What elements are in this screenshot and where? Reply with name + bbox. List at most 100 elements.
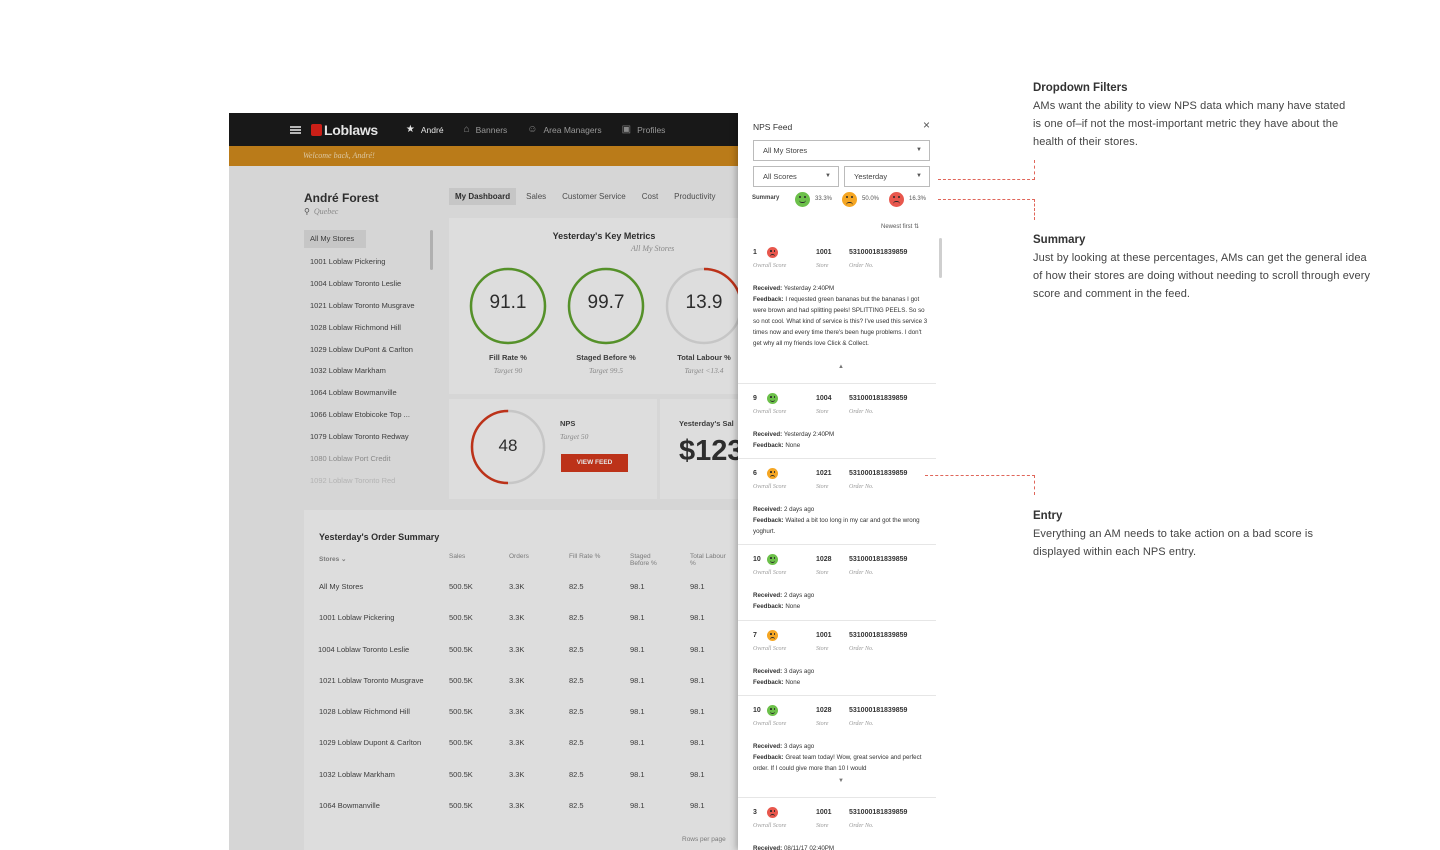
- tab-customer-service[interactable]: Customer Service: [562, 192, 626, 201]
- order-caption: Order No.: [849, 409, 874, 415]
- nps-feed-panel: NPS Feed × All My Stores ▼ All Scores ▼ Ye…: [738, 113, 944, 850]
- tab-productivity[interactable]: Productivity: [674, 192, 716, 201]
- tab-my-dashboard[interactable]: My Dashboard: [449, 188, 517, 205]
- table-cell: 1001 Loblaw Pickering: [319, 613, 395, 623]
- store-caption: Store: [816, 721, 829, 727]
- nps-entry[interactable]: 3 1001 531000181839859 Overall Score Store Or…: [738, 798, 936, 850]
- table-row[interactable]: 1028 Loblaw Richmond Hill 500.5K 3.3K 82.5 9…: [304, 697, 744, 728]
- nps-entry[interactable]: 10 1028 531000181839859 Overall Score Store O…: [738, 545, 936, 621]
- nps-value: 48: [498, 436, 518, 455]
- table-cell: 3.3K: [509, 582, 525, 591]
- sort-control[interactable]: Newest first ⇅: [881, 223, 919, 230]
- collapse-chevron-icon[interactable]: ▲: [838, 364, 844, 370]
- column-header-staged-before[interactable]: Staged Before %: [630, 553, 657, 567]
- table-cell: 1032 Loblaw Markham: [319, 769, 395, 779]
- dropdown-value: All My Stores: [763, 146, 808, 155]
- entry-feedback: Feedback: None: [753, 440, 931, 451]
- store-item[interactable]: 1004 Loblaw Toronto Leslie: [310, 278, 402, 288]
- table-cell: 82.5: [569, 801, 584, 811]
- nav-item-banners[interactable]: ⌂ Banners: [464, 124, 508, 135]
- column-header-total-labour[interactable]: Total Labour %: [690, 553, 726, 567]
- received-value: 2 days ago: [783, 592, 815, 599]
- nav-item-area-managers[interactable]: ☺ Area Managers: [527, 124, 601, 135]
- annotation-title: Dropdown Filters: [1033, 82, 1128, 94]
- view-feed-button[interactable]: VIEW FEED: [561, 454, 628, 472]
- user-location-text: Quebec: [313, 207, 339, 216]
- column-header-orders[interactable]: Orders: [509, 553, 529, 560]
- nav-item-profiles[interactable]: ▣ Profiles: [622, 124, 666, 135]
- nps-entry[interactable]: 9 1004 531000181839859 Overall Score Store Or…: [738, 384, 936, 459]
- table-cell: 98.1: [690, 738, 705, 748]
- brand-logo[interactable]: Loblaws: [311, 122, 378, 138]
- received-value: Yesterday 2:40PM: [783, 285, 835, 292]
- store-caption: Store: [816, 263, 829, 269]
- people-icon: ☺: [527, 124, 538, 135]
- store-item[interactable]: 1066 Loblaw Etobicoke Top ...: [310, 410, 410, 420]
- entry-feedback: Feedback: None: [753, 677, 931, 688]
- nps-entry[interactable]: 7 1001 531000181839859 Overall Score Store Or…: [738, 621, 936, 696]
- feedback-label: Feedback:: [753, 679, 784, 686]
- scores-filter-dropdown[interactable]: All Scores ▼: [753, 166, 839, 187]
- table-header: Stores ⌄ Sales Orders Fill Rate % Staged…: [304, 550, 744, 572]
- happy-face-icon: [767, 705, 778, 716]
- column-header-stores[interactable]: Stores ⌄: [319, 556, 347, 563]
- column-header-fill-rate[interactable]: Fill Rate %: [569, 553, 601, 560]
- tab-sales[interactable]: Sales: [526, 192, 547, 201]
- table-row[interactable]: 1001 Loblaw Pickering 500.5K 3.3K 82.5 98.1 9…: [304, 603, 744, 634]
- close-icon[interactable]: ×: [923, 118, 931, 132]
- gauge-ring: [567, 267, 645, 345]
- sad-face-icon: [889, 192, 904, 207]
- entry-body: Received: Yesterday 2:40PM Feedback: None: [753, 429, 931, 451]
- table-cell: 98.1: [690, 675, 705, 685]
- store-item[interactable]: 1079 Loblaw Toronto Redway: [310, 432, 409, 442]
- table-row[interactable]: 1029 Loblaw Dupont & Carlton 500.5K 3.3K 82…: [304, 728, 744, 759]
- entry-order-number: 531000181839859: [849, 632, 908, 639]
- tab-cost[interactable]: Cost: [641, 192, 659, 201]
- hamburger-menu-icon[interactable]: [290, 125, 301, 134]
- received-label: Received:: [753, 506, 783, 513]
- table-cell: 82.5: [569, 675, 584, 685]
- nav-label: Banners: [475, 124, 508, 135]
- store-item[interactable]: 1092 Loblaw Toronto Red: [310, 475, 396, 485]
- table-row[interactable]: 1064 Bowmanville 500.5K 3.3K 82.5 98.1 98.1: [304, 791, 744, 822]
- store-item[interactable]: 1064 Loblaw Bowmanville: [310, 388, 397, 398]
- nav-item-andre[interactable]: ★ André: [406, 124, 444, 135]
- overall-score-caption: Overall Score: [753, 409, 787, 415]
- table-cell: 82.5: [569, 738, 584, 748]
- entry-store: 1028: [816, 556, 832, 563]
- entry-body: Received: 2 days ago Feedback: None: [753, 590, 931, 612]
- store-item[interactable]: 1021 Loblaw Toronto Musgrave: [310, 300, 415, 310]
- store-item[interactable]: 1001 Loblaw Pickering: [310, 257, 386, 266]
- metrics-title: Yesterday's Key Metrics: [552, 231, 656, 241]
- table-cell: 500.5K: [449, 769, 473, 779]
- store-list-scrollbar[interactable]: [430, 230, 433, 270]
- table-row[interactable]: 1004 Loblaw Toronto Leslie 500.5K 3.3K 82.5…: [304, 635, 744, 666]
- brand-name: Loblaws: [324, 121, 378, 138]
- store-caption: Store: [816, 646, 829, 652]
- nps-entry[interactable]: 1 1001 531000181839859 Overall Score Store Or…: [738, 238, 936, 384]
- column-header-sales[interactable]: Sales: [449, 553, 466, 560]
- table-cell: 98.1: [630, 582, 645, 591]
- received-label: Received:: [753, 668, 783, 675]
- entry-received: Received: 3 days ago: [753, 666, 931, 677]
- table-row[interactable]: All My Stores 500.5K 3.3K 82.5 98.1 98.1: [304, 572, 744, 603]
- store-item[interactable]: 1080 Loblaw Port Credit: [310, 454, 391, 464]
- nps-entry[interactable]: 10 1028 531000181839859 Overall Score Store O…: [738, 696, 936, 798]
- happy-face-icon: [767, 393, 778, 404]
- table-cell: 98.1: [690, 801, 705, 811]
- caret-down-icon: ▼: [825, 173, 831, 179]
- expand-chevron-icon[interactable]: ▼: [838, 778, 844, 784]
- nps-entry[interactable]: 6 1021 531000181839859 Overall Score Store Or…: [738, 459, 936, 545]
- date-filter-dropdown[interactable]: Yesterday ▼: [844, 166, 930, 187]
- table-row[interactable]: 1032 Loblaw Markham 500.5K 3.3K 82.5 98.1 98.…: [304, 760, 744, 791]
- feed-scrollbar[interactable]: [939, 238, 942, 278]
- gauge-value: 91.1: [489, 292, 527, 313]
- stores-filter-dropdown[interactable]: All My Stores ▼: [753, 140, 930, 161]
- store-item[interactable]: All My Stores: [304, 230, 366, 248]
- store-item[interactable]: 1028 Loblaw Richmond Hill: [310, 322, 401, 332]
- store-item[interactable]: 1032 Loblaw Markham: [310, 366, 386, 376]
- store-item[interactable]: 1029 Loblaw DuPont & Carlton: [310, 344, 413, 354]
- table-row[interactable]: 1021 Loblaw Toronto Musgrave 500.5K 3.3K 82…: [304, 666, 744, 697]
- neutral-face-icon: [842, 192, 857, 207]
- rows-per-page-label: Rows per page: [682, 836, 726, 843]
